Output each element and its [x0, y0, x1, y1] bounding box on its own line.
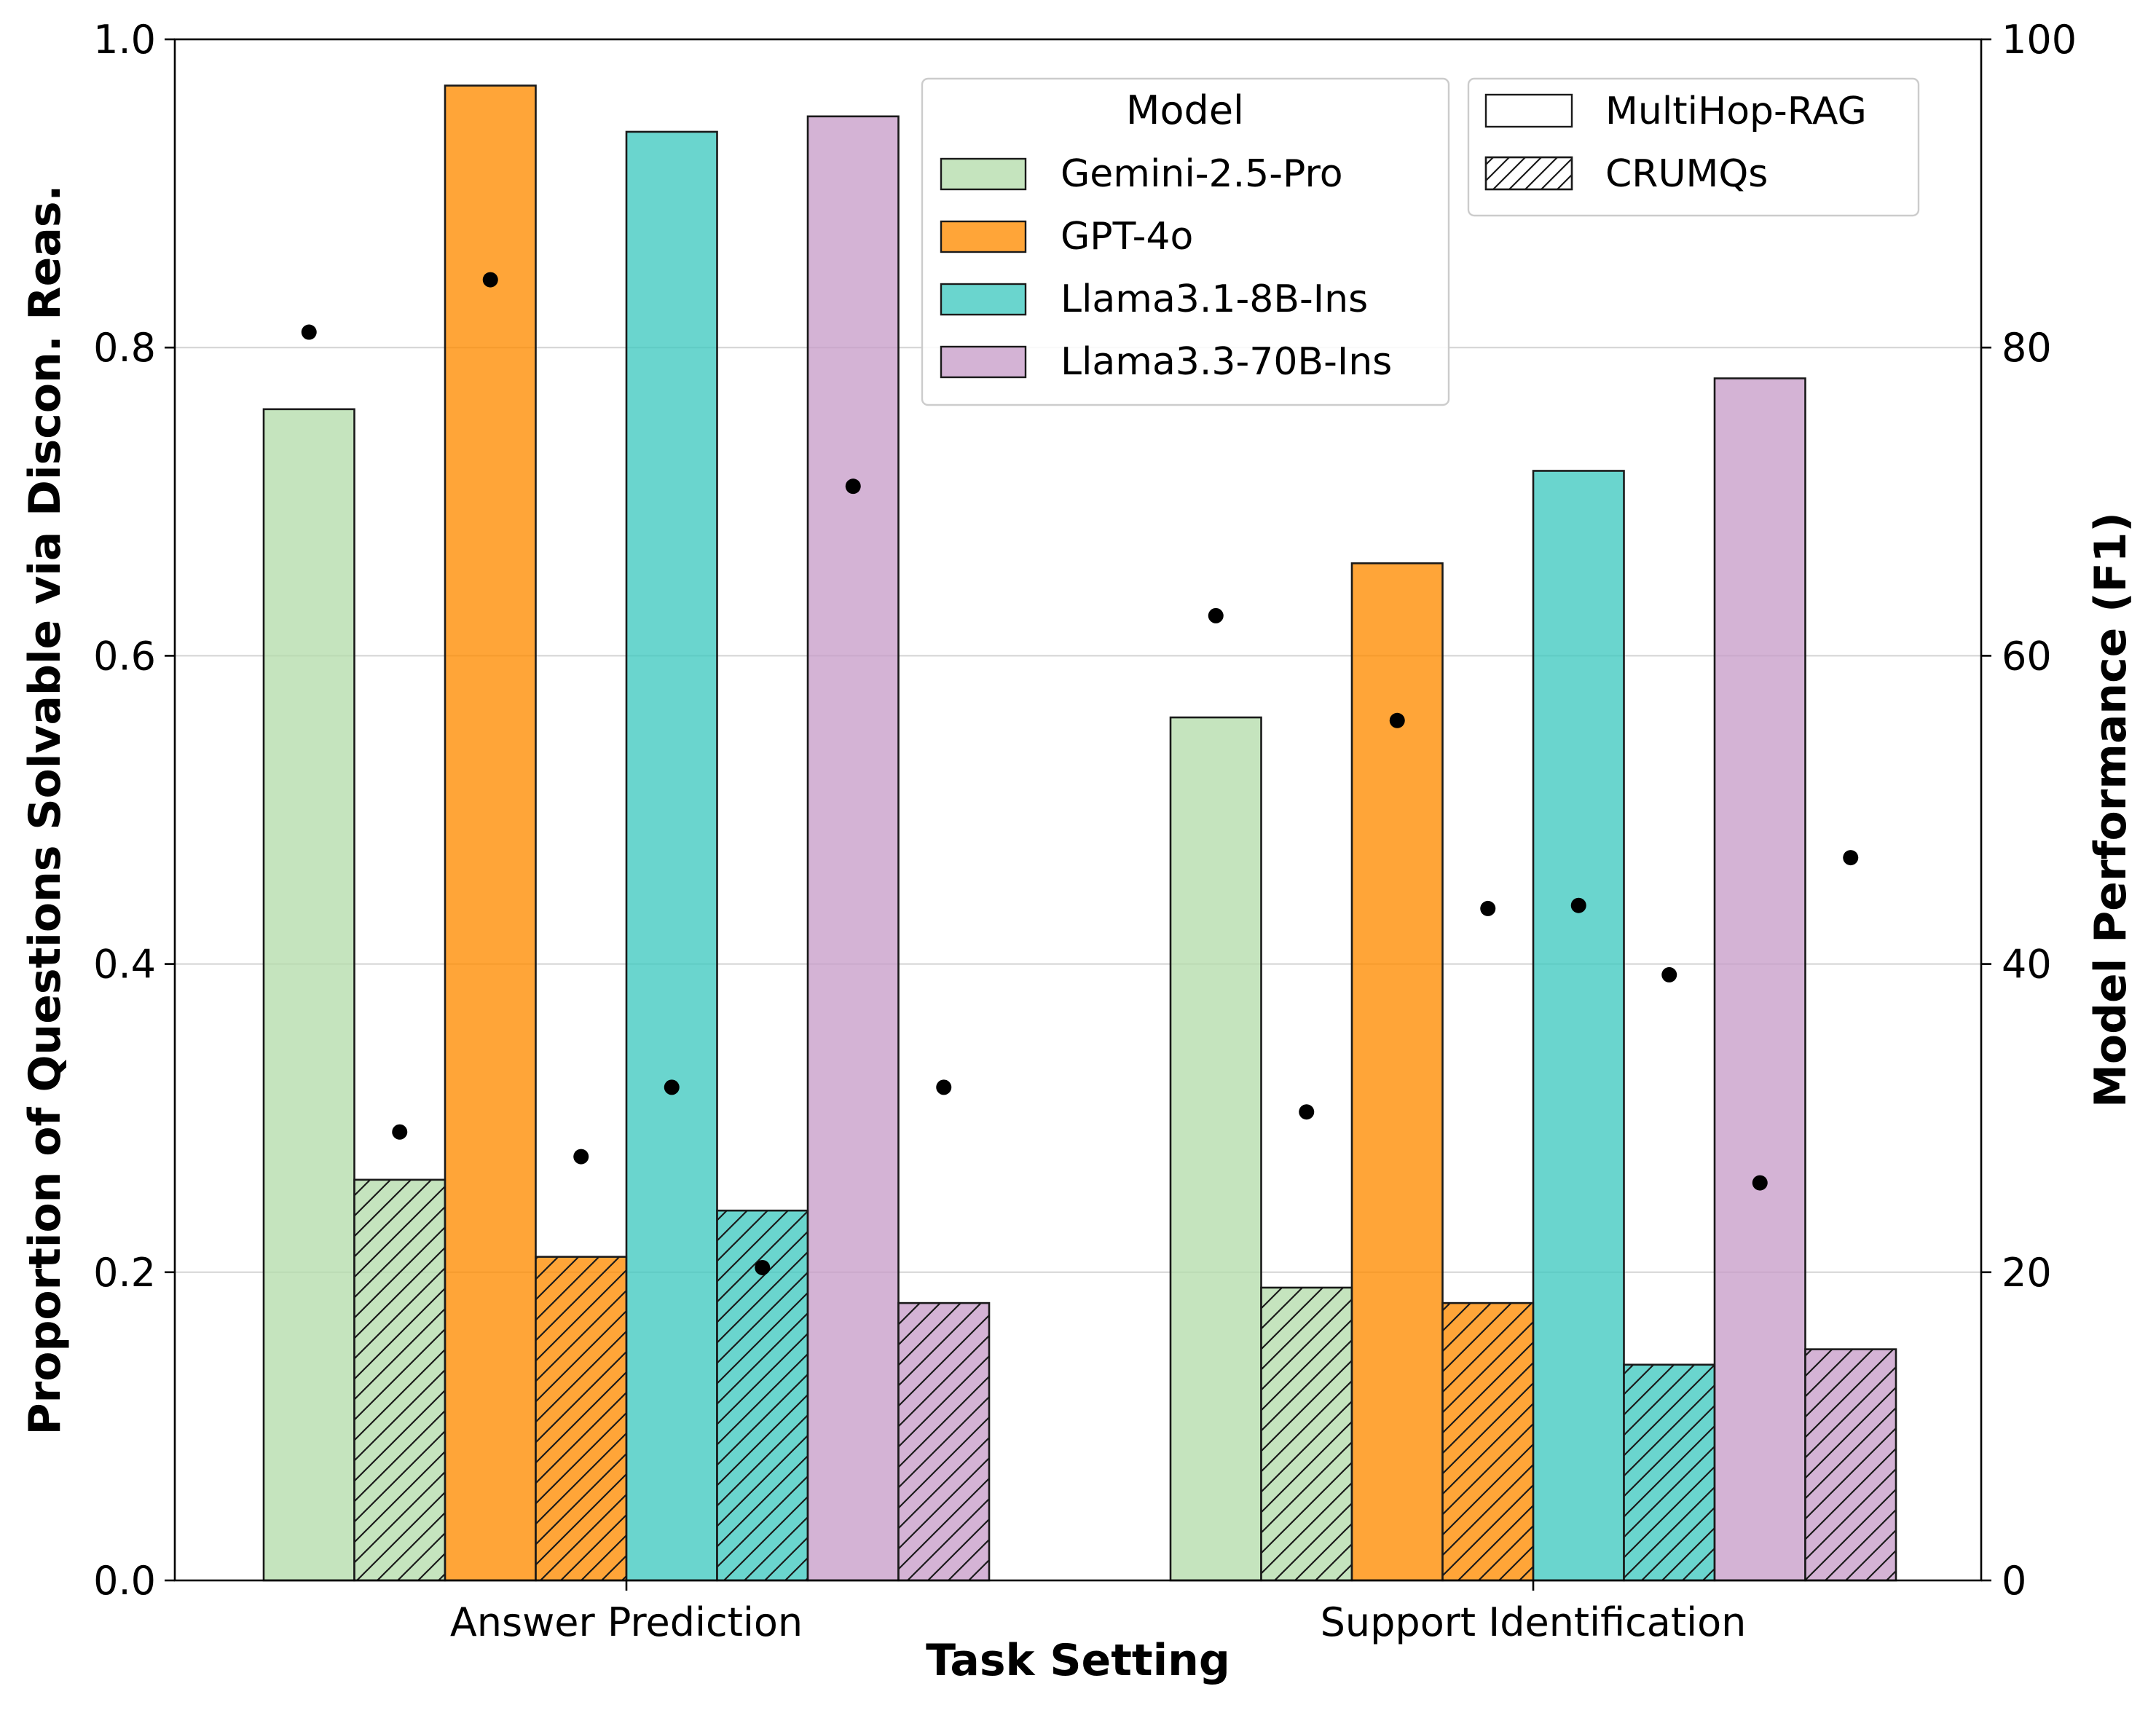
f1-point-gpt-4o-multihop-rag: [1389, 712, 1405, 728]
bar-llama3-3-70b-ins-multihop-rag: [806, 115, 900, 1582]
legend-label: Llama3.1-8B-Ins: [1061, 277, 1368, 321]
f1-point-llama3-3-70b-ins-crumqs: [936, 1079, 952, 1095]
y-tick-label: 1.0: [93, 17, 156, 63]
axes: 0.0 0.2 0.4 0.6 0.8 1.0 0 20 40 60 80 100 Answer Pre…: [20, 17, 2136, 1686]
bar-llama3-3-70b-ins-multihop-rag: [1713, 377, 1806, 1582]
legend-model-title: Model: [1126, 87, 1244, 133]
legend-swatch: [1484, 93, 1573, 128]
f1-point-llama3-1-8b-ins-crumqs: [755, 1259, 771, 1275]
f1-point-gemini-2-5-pro-crumqs: [392, 1124, 408, 1140]
bar-hatch-llama3-3-70b-ins: [898, 1303, 989, 1580]
y2-tick-label: 60: [2002, 633, 2052, 679]
f1-point-llama3-3-70b-ins-multihop-rag: [1752, 1175, 1768, 1191]
f1-points: [301, 272, 1859, 1275]
bar-hatch-gemini-2-5-pro: [1261, 1287, 1352, 1580]
y2-axis-title: Model Performance (F1): [2085, 512, 2136, 1108]
legends: Model Gemini-2.5-Pro GPT-4o Llama3.1-8B-Ins…: [921, 77, 1920, 406]
y-tick-label: 0.8: [93, 325, 156, 371]
legend-swatch: [940, 283, 1027, 316]
f1-point-llama3-1-8b-ins-multihop-rag: [664, 1079, 680, 1095]
legend-dataset-frame: [1467, 77, 1920, 217]
bar-hatch-gemini-2-5-pro: [354, 1179, 445, 1580]
x-tick-label: Answer Prediction: [450, 1599, 803, 1645]
legend-dataset: MultiHop-RAG CRUMQs: [1467, 77, 1920, 217]
legend-model-frame: [921, 77, 1450, 406]
y-tick-label: 0.0: [93, 1558, 156, 1604]
legend-swatch: [940, 157, 1027, 191]
y-tick-label: 0.6: [93, 633, 156, 679]
bar-gemini-2-5-pro-multihop-rag: [262, 408, 355, 1582]
y2-tick-label: 100: [2002, 17, 2077, 63]
x-axis-title: Task Setting: [926, 1635, 1230, 1686]
y2-tick-label: 80: [2002, 325, 2052, 371]
x-tick-label: Support Identification: [1321, 1599, 1747, 1645]
f1-point-gemini-2-5-pro-multihop-rag: [301, 324, 317, 340]
bar-llama3-1-8b-ins-multihop-rag: [1532, 470, 1625, 1582]
y-axis-title: Proportion of Questions Solvable via Dis…: [20, 185, 71, 1436]
legend-label: MultiHop-RAG: [1605, 90, 1867, 133]
f1-point-llama3-3-70b-ins-multihop-rag: [845, 479, 861, 495]
bar-hatch-gpt-4o: [535, 1256, 626, 1580]
bar-hatch-llama3-3-70b-ins: [1805, 1349, 1896, 1580]
bar-llama3-1-8b-ins-multihop-rag: [625, 130, 718, 1582]
bar-gpt-4o-multihop-rag: [1350, 562, 1444, 1582]
f1-point-gemini-2-5-pro-multihop-rag: [1208, 607, 1224, 623]
legend-label: CRUMQs: [1605, 152, 1768, 196]
bar-gpt-4o-multihop-rag: [444, 84, 537, 1582]
y2-tick-label: 40: [2002, 942, 2052, 988]
bar-gemini-2-5-pro-multihop-rag: [1169, 716, 1262, 1582]
f1-point-llama3-1-8b-ins-crumqs: [1661, 966, 1677, 982]
y2-tick-label: 0: [2002, 1558, 2026, 1604]
f1-point-gpt-4o-crumqs: [573, 1149, 589, 1165]
bars: [262, 84, 1897, 1582]
legend-swatch: [940, 220, 1027, 253]
f1-point-llama3-1-8b-ins-multihop-rag: [1570, 897, 1586, 913]
bar-hatch-llama3-1-8b-ins: [1624, 1364, 1715, 1580]
f1-point-gemini-2-5-pro-crumqs: [1299, 1104, 1315, 1120]
legend-model: Model Gemini-2.5-Pro GPT-4o Llama3.1-8B-Ins…: [921, 77, 1450, 406]
bar-hatch-gpt-4o: [1442, 1303, 1533, 1580]
legend-label: Gemini-2.5-Pro: [1061, 152, 1343, 196]
f1-point-gpt-4o-crumqs: [1480, 900, 1496, 916]
legend-swatch: [940, 345, 1027, 379]
y2-tick-label: 20: [2002, 1250, 2052, 1296]
f1-point-llama3-3-70b-ins-crumqs: [1843, 850, 1859, 866]
y-tick-label: 0.4: [93, 942, 156, 988]
y-tick-label: 0.2: [93, 1250, 156, 1296]
legend-label: Llama3.3-70B-Ins: [1061, 340, 1392, 384]
legend-swatch-hatch: [1484, 156, 1573, 191]
legend-label: GPT-4o: [1061, 215, 1193, 259]
f1-point-gpt-4o-multihop-rag: [482, 272, 498, 288]
plot-frame: [173, 38, 1983, 1582]
